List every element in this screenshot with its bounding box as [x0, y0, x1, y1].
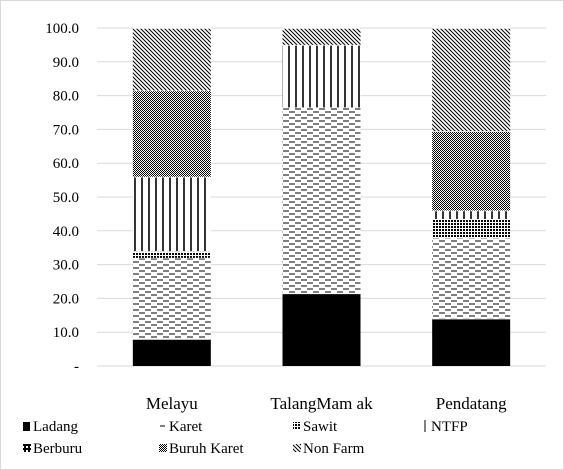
legend-label: Buruh Karet [169, 441, 244, 457]
y-tick-label: 50.0 [53, 190, 79, 206]
bar-segment-melayu-ntfp [132, 176, 211, 252]
bar-segment-talangmamak-karet [282, 107, 361, 294]
y-tick-label: 70.0 [53, 122, 79, 138]
y-tick-label: 40.0 [53, 224, 79, 240]
legend-item-karet: Karet [160, 419, 203, 435]
legend-swatch [159, 444, 167, 452]
bar-segment-melayu-buruh-karet [132, 90, 211, 177]
x-category-label: TalangMam ak [270, 394, 373, 413]
y-tick-label: 10.0 [53, 325, 79, 341]
legend-label: NTFP [431, 419, 468, 435]
legend-swatch [23, 444, 31, 452]
y-tick-label: 30.0 [53, 258, 79, 274]
bar-segment-pendatang-sawit [432, 218, 511, 238]
bars [132, 27, 511, 366]
bar-segment-pendatang-buruh-karet [432, 131, 511, 211]
y-tick-label: 90.0 [53, 55, 79, 71]
bar-segment-pendatang-ntfp [432, 210, 511, 219]
legend-item-buruh-karet: Buruh Karet [159, 441, 244, 457]
bar-segment-talangmamak-ntfp [282, 44, 361, 108]
y-tick-label: 60.0 [53, 156, 79, 172]
legend-item-ntfp: NTFP [424, 419, 468, 435]
legend-swatch [293, 422, 301, 430]
y-tick-label: 100.0 [45, 21, 79, 37]
legend-label: Ladang [33, 419, 78, 435]
legend-swatch [23, 422, 30, 431]
y-axis-tick-labels: - 10.0 20.0 30.0 40.0 50.0 60.0 70.0 80.0 90.0 100… [45, 21, 79, 375]
legend-label: Berburu [33, 441, 83, 457]
y-tick-label: - [74, 359, 79, 375]
y-tick-label: 80.0 [53, 89, 79, 105]
legend-item-ladang: Ladang [23, 419, 78, 435]
legend: Ladang Karet Sawit NTFP Berburu Buruh Karet No… [23, 419, 468, 457]
bar-segment-melayu-karet [132, 257, 211, 339]
x-category-label: Pendatang [436, 394, 507, 413]
legend-item-non-farm: Non Farm [293, 441, 365, 457]
legend-label: Karet [169, 419, 203, 435]
bar-segment-pendatang-non-farm [432, 28, 511, 132]
legend-swatch [293, 444, 301, 452]
bar-segment-pendatang-ladang [432, 318, 511, 366]
x-category-label: Melayu [146, 394, 198, 413]
bar-segment-pendatang-karet [432, 237, 511, 319]
legend-label: Non Farm [303, 441, 365, 457]
bar-segment-talangmamak-ladang [282, 293, 361, 366]
legend-item-sawit: Sawit [293, 419, 338, 435]
y-tick-label: 20.0 [53, 291, 79, 307]
bar-segment-talangmamak-non-farm [282, 28, 361, 45]
bar-segment-melayu-non-farm [132, 28, 211, 91]
bar-segment-melayu-ladang [132, 338, 211, 366]
legend-item-berburu: Berburu [23, 441, 83, 457]
x-axis-category-labels: Melayu TalangMam ak Pendatang [146, 394, 507, 413]
legend-label: Sawit [303, 419, 338, 435]
bar-segment-melayu-sawit [132, 251, 211, 258]
